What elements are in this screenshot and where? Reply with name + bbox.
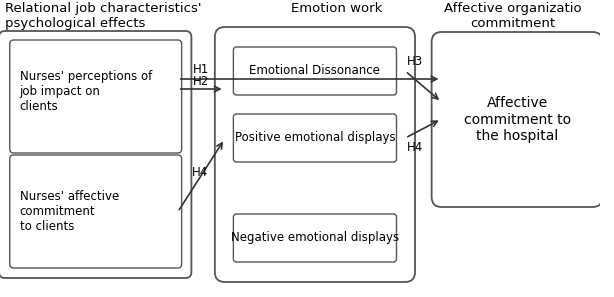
FancyBboxPatch shape (10, 155, 182, 268)
Text: Emotion work: Emotion work (291, 2, 383, 15)
Text: Relational job characteristics'
psychological effects: Relational job characteristics' psycholo… (5, 2, 201, 30)
Text: H1: H1 (192, 63, 209, 76)
Text: Nurses' perceptions of
job impact on
clients: Nurses' perceptions of job impact on cli… (20, 70, 152, 113)
Text: H4: H4 (192, 165, 208, 178)
Text: Affective organizatio
commitment: Affective organizatio commitment (445, 2, 582, 30)
Text: Positive emotional displays: Positive emotional displays (235, 132, 395, 145)
Text: Negative emotional displays: Negative emotional displays (231, 231, 399, 244)
FancyBboxPatch shape (10, 40, 182, 153)
Text: Emotional Dissonance: Emotional Dissonance (249, 64, 381, 78)
FancyBboxPatch shape (233, 214, 397, 262)
Text: Nurses' affective
commitment
to clients: Nurses' affective commitment to clients (20, 190, 119, 233)
Text: H3: H3 (407, 55, 423, 68)
FancyBboxPatch shape (0, 31, 192, 278)
FancyBboxPatch shape (233, 47, 397, 95)
Text: H4: H4 (407, 141, 424, 154)
FancyBboxPatch shape (432, 32, 602, 207)
FancyBboxPatch shape (215, 27, 415, 282)
Text: Affective
commitment to
the hospital: Affective commitment to the hospital (464, 96, 570, 143)
FancyBboxPatch shape (233, 114, 397, 162)
Text: H2: H2 (192, 75, 209, 88)
